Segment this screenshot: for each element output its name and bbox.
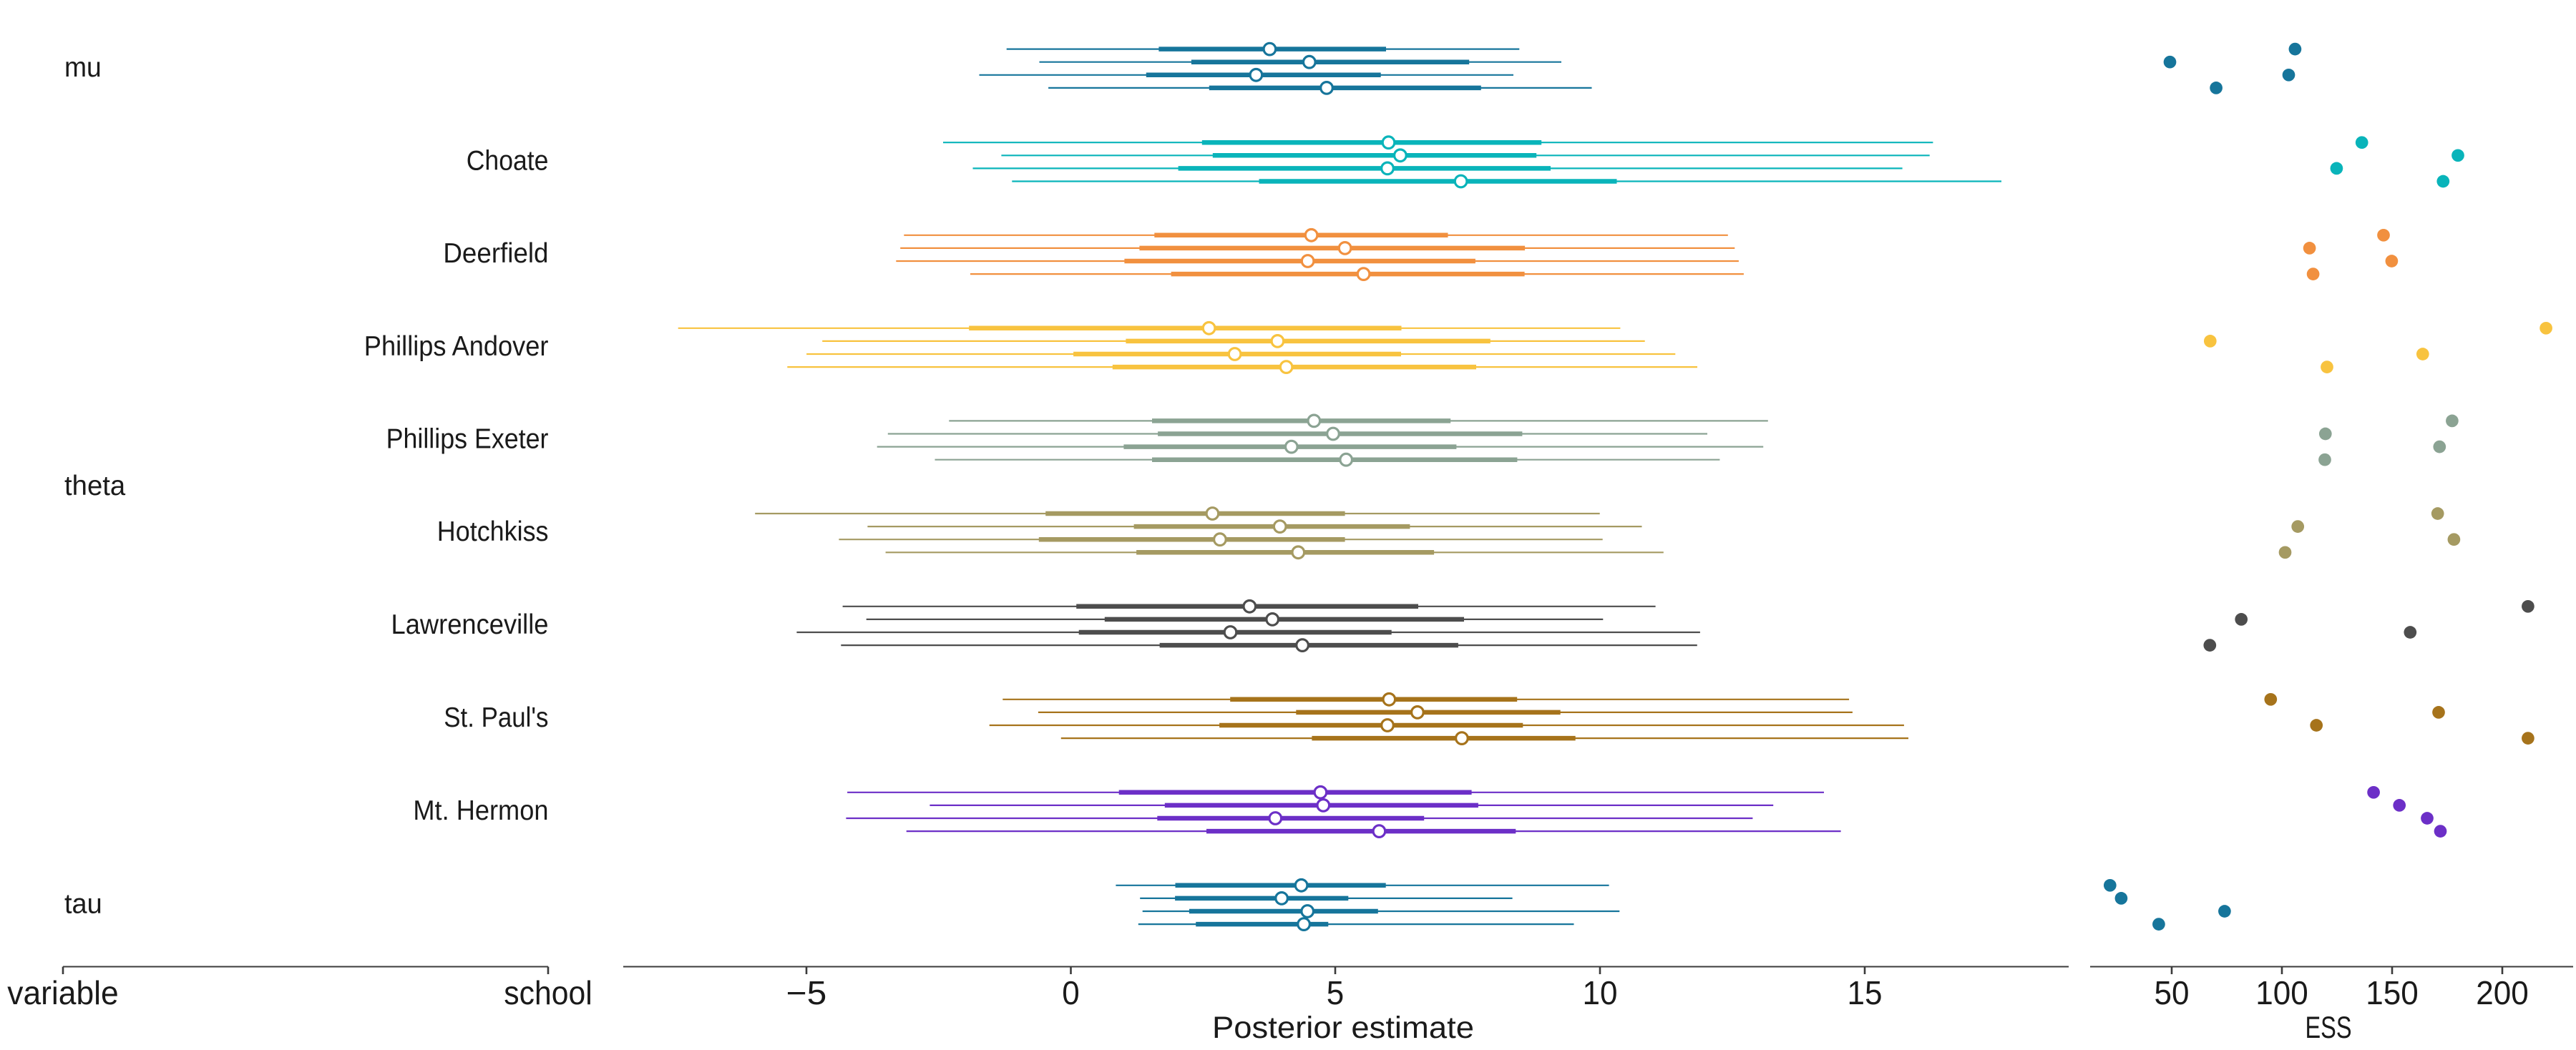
svg-text:0: 0 bbox=[1062, 974, 1080, 1011]
svg-text:ESS: ESS bbox=[2306, 1011, 2352, 1045]
svg-text:theta: theta bbox=[64, 471, 125, 501]
svg-text:Choate: Choate bbox=[467, 145, 549, 176]
svg-text:St. Paul's: St. Paul's bbox=[444, 702, 548, 733]
svg-text:10: 10 bbox=[1583, 974, 1618, 1011]
svg-text:Phillips Andover: Phillips Andover bbox=[364, 331, 549, 362]
svg-text:5: 5 bbox=[1327, 974, 1345, 1011]
svg-text:school: school bbox=[504, 974, 592, 1011]
svg-text:15: 15 bbox=[1848, 974, 1883, 1011]
svg-text:Deerfield: Deerfield bbox=[443, 238, 548, 269]
svg-text:mu: mu bbox=[64, 52, 102, 83]
svg-text:Lawrenceville: Lawrenceville bbox=[391, 609, 549, 640]
svg-text:−5: −5 bbox=[786, 974, 827, 1011]
svg-text:Posterior estimate: Posterior estimate bbox=[1212, 1011, 1474, 1045]
svg-text:100: 100 bbox=[2255, 974, 2308, 1011]
svg-text:tau: tau bbox=[64, 888, 102, 919]
svg-text:Hotchkiss: Hotchkiss bbox=[437, 516, 549, 547]
svg-text:Mt. Hermon: Mt. Hermon bbox=[413, 795, 548, 826]
svg-text:200: 200 bbox=[2476, 974, 2529, 1011]
svg-text:150: 150 bbox=[2366, 974, 2419, 1011]
svg-text:50: 50 bbox=[2155, 974, 2190, 1011]
svg-text:variable: variable bbox=[7, 974, 119, 1011]
svg-text:Phillips Exeter: Phillips Exeter bbox=[386, 424, 549, 455]
